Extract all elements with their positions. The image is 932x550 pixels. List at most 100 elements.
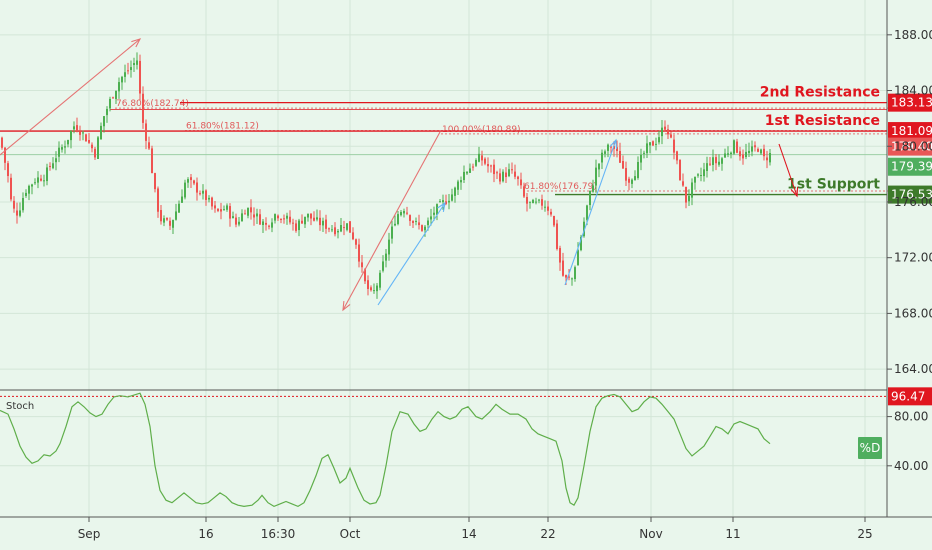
candle-body bbox=[442, 200, 444, 203]
candle-body bbox=[565, 275, 567, 278]
candle-body bbox=[277, 215, 279, 219]
candle-body bbox=[139, 60, 141, 94]
stoch-series: 96.47 bbox=[0, 387, 932, 508]
candle-body bbox=[379, 272, 381, 288]
stoch-legend-badge[interactable]: %D bbox=[858, 437, 882, 459]
stoch-value-tag-bg bbox=[888, 387, 932, 406]
candle-body bbox=[265, 222, 267, 225]
candle-body bbox=[361, 262, 363, 268]
candle-body bbox=[19, 210, 21, 216]
fib-annotations: 76.80%(182.74) 61.80%(181.12) 100.00%(180.… bbox=[115, 99, 888, 192]
candle-body bbox=[364, 269, 366, 282]
candle-body bbox=[148, 142, 150, 149]
candle-body bbox=[385, 253, 387, 261]
time-tick-label: 16:30 bbox=[261, 527, 296, 541]
time-tick-label: 22 bbox=[540, 527, 555, 541]
candle-body bbox=[592, 185, 594, 192]
candle-body bbox=[226, 205, 228, 210]
candle-body bbox=[553, 215, 555, 226]
stoch-tick-label: 80.00 bbox=[894, 410, 928, 424]
candle-body bbox=[76, 125, 78, 131]
candle-body bbox=[406, 212, 408, 214]
candle-body bbox=[268, 225, 270, 227]
candle-body bbox=[184, 182, 186, 198]
candle-body bbox=[583, 221, 585, 237]
candle-body bbox=[280, 219, 282, 221]
price-axis[interactable]: 188.00 184.00 180.00 176.00 172.00 168.00 164.… bbox=[887, 28, 932, 473]
candle-body bbox=[421, 225, 423, 231]
current-price-tag-text: 179.40 bbox=[891, 140, 932, 154]
candle-body bbox=[160, 210, 162, 222]
candle-body bbox=[286, 215, 288, 219]
candle-body bbox=[10, 177, 12, 200]
candle-body bbox=[118, 82, 120, 92]
stoch-value-tag-text: 96.47 bbox=[891, 389, 925, 403]
candle-body bbox=[757, 148, 759, 152]
price-tag[interactable]: 181.09 bbox=[888, 122, 932, 141]
stochastic-pane: Stoch 96.47 bbox=[0, 387, 932, 508]
time-axis[interactable]: Sep 16 16:30 Oct 14 22 Nov 11 25 bbox=[78, 517, 873, 541]
candle-body bbox=[313, 217, 315, 221]
candle-body bbox=[73, 126, 75, 130]
candle-body bbox=[637, 161, 639, 178]
candle-body bbox=[667, 129, 669, 135]
candle-body bbox=[622, 161, 624, 169]
candle-body bbox=[643, 152, 645, 154]
price-tag-bg bbox=[888, 93, 932, 112]
candle-body bbox=[172, 219, 174, 228]
candle-body bbox=[241, 213, 243, 222]
candle-body bbox=[91, 144, 93, 149]
candle-body bbox=[490, 165, 492, 167]
current-price-tag[interactable]: 179.40 bbox=[888, 137, 932, 156]
candle-body bbox=[520, 179, 522, 186]
candle-body bbox=[709, 163, 711, 165]
trend-arrow bbox=[778, 143, 798, 197]
candle-body bbox=[430, 216, 432, 220]
price-tag[interactable]: 183.13 bbox=[888, 93, 932, 112]
candle-body bbox=[352, 232, 354, 240]
candle-body bbox=[691, 182, 693, 198]
current-price-tag[interactable]: 179.39 bbox=[888, 157, 932, 176]
candle-body bbox=[481, 155, 483, 161]
candle-body bbox=[235, 217, 237, 225]
candle-body bbox=[307, 213, 309, 218]
price-tag[interactable]: 176.53 bbox=[888, 185, 932, 204]
candle-body bbox=[58, 147, 60, 157]
trend-arrow bbox=[377, 202, 446, 306]
candle-body bbox=[745, 151, 747, 158]
trend-arrows bbox=[0, 38, 799, 312]
candle-body bbox=[760, 149, 762, 154]
candle-body bbox=[151, 148, 153, 174]
candle-body bbox=[355, 239, 357, 245]
candle-body bbox=[409, 215, 411, 221]
candle-body bbox=[214, 205, 216, 209]
trend-arrow-head bbox=[437, 201, 446, 212]
candle-body bbox=[436, 204, 438, 215]
candle-body bbox=[721, 158, 723, 164]
price-tick-label: 172.00 bbox=[894, 251, 932, 265]
candle-body bbox=[88, 140, 90, 143]
candle-body bbox=[571, 278, 573, 280]
candle-body bbox=[718, 161, 720, 165]
candle-body bbox=[1, 137, 3, 148]
candle-body bbox=[367, 280, 369, 289]
candle-body bbox=[97, 137, 99, 159]
candle-body bbox=[46, 167, 48, 182]
price-tick-label: 184.00 bbox=[894, 84, 932, 98]
candle-body bbox=[331, 229, 333, 231]
candle-body bbox=[676, 151, 678, 161]
price-tag-text: 183.13 bbox=[891, 96, 932, 110]
candle-body bbox=[538, 199, 540, 201]
candle-body bbox=[400, 212, 402, 216]
candle-body bbox=[304, 216, 306, 225]
candle-body bbox=[37, 177, 39, 183]
candle-body bbox=[601, 152, 603, 163]
price-tag-bg bbox=[888, 122, 932, 141]
candle-body bbox=[343, 227, 345, 229]
stoch-value-tag[interactable]: 96.47 bbox=[888, 387, 932, 406]
candle-body bbox=[382, 261, 384, 271]
candle-body bbox=[40, 178, 42, 181]
candle-body bbox=[187, 179, 189, 183]
candle-body bbox=[370, 287, 372, 291]
